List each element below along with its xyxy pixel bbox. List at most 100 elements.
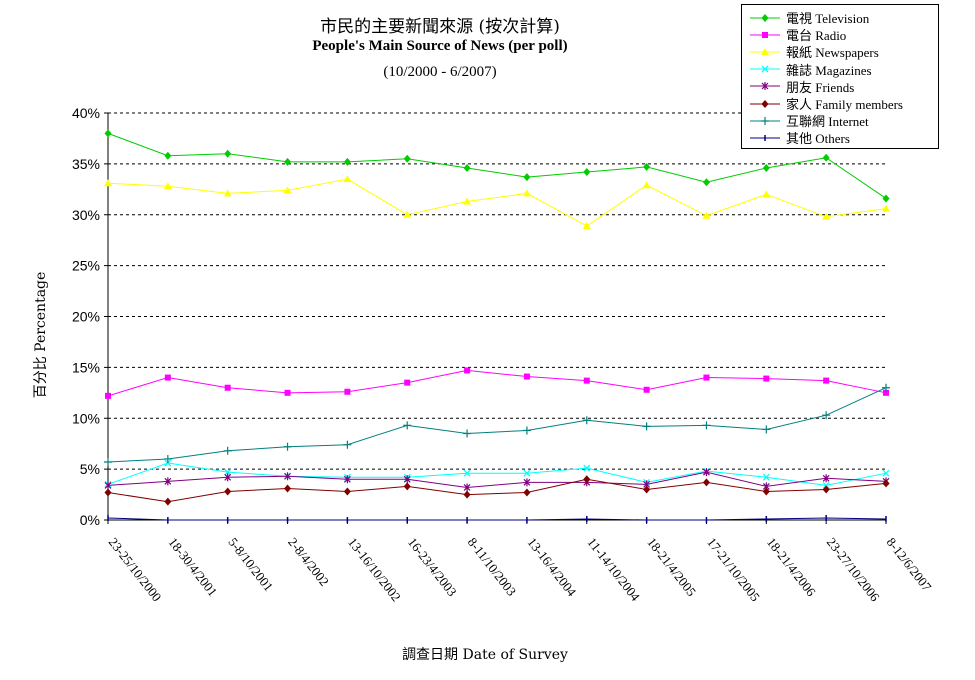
data-point <box>403 421 412 430</box>
data-point <box>522 189 531 197</box>
x-tick-label: 18-21/4/2006 <box>764 535 819 600</box>
series-7 <box>107 514 887 523</box>
data-point <box>104 179 112 187</box>
series-line <box>107 132 887 199</box>
data-point <box>642 422 651 431</box>
series-line <box>107 517 887 521</box>
legend-item: 家人 Family members <box>748 95 903 112</box>
data-point <box>762 163 770 172</box>
data-point <box>224 487 232 496</box>
data-point <box>163 454 172 463</box>
x-tick-label: 5-8/10/2001 <box>225 535 276 594</box>
series-line <box>107 369 887 397</box>
data-point <box>463 490 471 499</box>
data-point <box>522 426 531 435</box>
legend-item: 互聯網 Internet <box>748 112 869 129</box>
data-point <box>463 469 471 477</box>
data-point <box>403 482 411 491</box>
y-tick-label: 30% <box>72 207 100 223</box>
x-tick-label: 16-23/4/2003 <box>405 535 460 599</box>
data-point <box>823 377 830 384</box>
x-tick-label: 18-21/4/2005 <box>644 535 699 599</box>
data-point <box>762 190 771 198</box>
legend-label: 朋友 Friends <box>786 79 855 95</box>
data-point <box>523 173 531 182</box>
data-point <box>882 479 890 488</box>
x-tick-label: 13-16/4/2004 <box>525 535 580 600</box>
data-point <box>582 416 591 425</box>
legend-swatch <box>750 65 780 73</box>
legend-swatch <box>750 47 780 55</box>
data-point <box>762 487 770 496</box>
data-point <box>582 221 591 229</box>
data-point <box>403 210 412 218</box>
data-point <box>164 151 172 160</box>
data-point <box>703 468 710 477</box>
data-point <box>284 157 292 166</box>
legend-label: 報紙 Newspapers <box>786 45 879 61</box>
legend-label: 其他 Others <box>786 131 850 147</box>
legend-swatch <box>750 116 780 125</box>
data-point <box>763 375 770 382</box>
data-point <box>343 440 352 449</box>
data-point <box>463 197 472 205</box>
data-point <box>882 469 890 477</box>
data-point <box>284 472 291 481</box>
data-point <box>164 374 171 381</box>
series-line <box>107 387 887 463</box>
data-point <box>104 481 112 490</box>
data-point <box>822 153 830 162</box>
x-tick-label: 2-8/4/2002 <box>285 535 332 589</box>
series-6 <box>104 383 890 467</box>
data-point <box>882 194 890 203</box>
y-tick-label: 25% <box>72 258 100 274</box>
legend-marker <box>761 99 769 108</box>
legend-item: 電台 Radio <box>748 26 846 43</box>
data-point <box>702 211 711 219</box>
data-point <box>224 384 231 391</box>
data-point <box>343 175 352 183</box>
data-point <box>284 389 291 396</box>
data-point <box>523 469 531 477</box>
data-point <box>343 157 351 166</box>
y-tick-label: 10% <box>72 410 100 426</box>
data-point <box>583 377 590 384</box>
legend-label: 互聯網 Internet <box>786 114 869 130</box>
data-point <box>104 488 112 497</box>
legend-marker <box>761 13 769 22</box>
data-point <box>583 475 591 484</box>
x-tick-label: 17-21/10/2005 <box>704 535 763 605</box>
chart-subtitle: People's Main Source of News (per poll) <box>312 38 568 54</box>
data-point <box>403 154 411 163</box>
legend-marker <box>761 65 769 73</box>
legend-item: 報紙 Newspapers <box>748 43 879 60</box>
data-point <box>822 411 831 420</box>
data-point <box>643 485 651 494</box>
data-point <box>702 421 711 430</box>
data-point <box>703 374 710 381</box>
chart-period: (10/2000 - 6/2007) <box>383 64 497 80</box>
data-point <box>464 367 471 374</box>
legend-item: 其他 Others <box>748 129 850 146</box>
series-line <box>107 178 887 227</box>
data-point <box>463 429 472 438</box>
data-point <box>882 204 890 212</box>
series-line <box>107 462 887 486</box>
series-3 <box>104 459 890 489</box>
data-point <box>403 475 411 484</box>
data-point <box>643 386 650 393</box>
data-point <box>223 446 232 455</box>
data-point <box>283 442 292 451</box>
data-point <box>343 487 351 496</box>
data-point <box>822 481 830 489</box>
legend-label: 雜誌 Magazines <box>786 62 872 78</box>
data-point <box>343 475 351 484</box>
data-point <box>224 473 232 482</box>
data-point <box>822 212 831 220</box>
data-point <box>702 478 710 487</box>
x-tick-label: 13-16/10/2002 <box>345 535 404 605</box>
data-point <box>702 178 710 187</box>
legend-swatch <box>750 82 780 91</box>
x-tick-label: 23-25/10/2000 <box>106 535 165 605</box>
data-point <box>224 468 232 476</box>
